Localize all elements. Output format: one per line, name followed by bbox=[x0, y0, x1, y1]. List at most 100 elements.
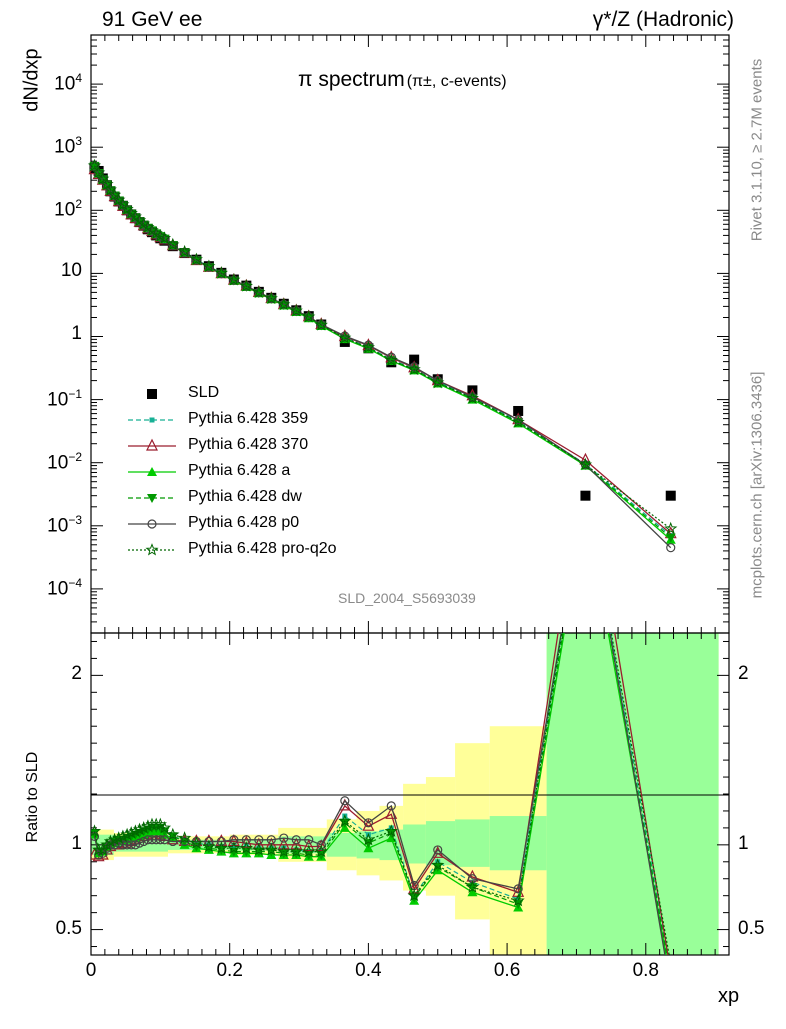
data-point bbox=[513, 405, 524, 416]
ratio-point bbox=[431, 858, 445, 871]
x-tick-label: 0.8 bbox=[632, 960, 659, 981]
ratio-y-tick-label-left: 2 bbox=[71, 663, 82, 685]
ratio-series-line bbox=[93, 633, 666, 955]
mc-point bbox=[254, 287, 264, 297]
ratio-series-line bbox=[93, 633, 668, 955]
main-plot-frame bbox=[90, 34, 730, 634]
legend-entry-label: Pythia 6.428 p0 bbox=[188, 514, 300, 531]
mc-point bbox=[277, 297, 291, 311]
legend-marker bbox=[147, 519, 157, 529]
ratio-point bbox=[388, 825, 394, 831]
mc-point bbox=[107, 188, 122, 201]
ratio-point bbox=[103, 834, 117, 848]
mc-point bbox=[168, 241, 178, 251]
legend-entry-label: Pythia 6.428 359 bbox=[188, 410, 309, 427]
main-y-tick-label: 10 bbox=[60, 260, 82, 282]
ratio-point bbox=[128, 824, 142, 837]
ratio-y-tick-label-right: 2 bbox=[738, 663, 749, 685]
mc-point bbox=[665, 533, 676, 543]
ratio-point bbox=[289, 844, 303, 858]
legend-markers bbox=[128, 389, 176, 556]
ratio-point bbox=[513, 884, 523, 894]
mc-point bbox=[103, 182, 117, 196]
ratio-point bbox=[216, 836, 226, 847]
ratio-point bbox=[302, 844, 316, 858]
band-inner-9 bbox=[425, 821, 456, 866]
ratio-point bbox=[465, 880, 479, 893]
ratio-point bbox=[120, 827, 134, 841]
main-series-line bbox=[93, 165, 672, 539]
legend-marker bbox=[146, 438, 158, 451]
header-right-label: γ*/Z (Hadronic) bbox=[592, 8, 734, 31]
mc-point bbox=[666, 543, 676, 553]
ratio-point bbox=[315, 839, 328, 852]
rivet-version-label: Rivet 3.1.10, ≥ 2.7M events bbox=[748, 58, 766, 242]
band-inner-5 bbox=[326, 832, 357, 857]
ratio-point bbox=[112, 831, 126, 844]
mc-point bbox=[229, 275, 239, 285]
ratio-point bbox=[511, 893, 525, 907]
mc-point bbox=[87, 158, 102, 172]
ratio-point bbox=[100, 837, 114, 851]
mc-point bbox=[431, 375, 445, 389]
ratio-point bbox=[361, 832, 375, 846]
ratio-point bbox=[281, 845, 287, 851]
main-y-label-text: dN/dxp bbox=[20, 48, 43, 112]
mc-point bbox=[191, 255, 202, 265]
band-inner-11 bbox=[489, 816, 547, 871]
legend-entry-label: Pythia 6.428 dw bbox=[188, 488, 302, 505]
mc-point bbox=[465, 391, 479, 404]
ratio-y-axis-label: Ratio to SLD bbox=[24, 752, 42, 843]
legend-marker bbox=[147, 467, 157, 476]
main-y-tick-label: 10−2 bbox=[47, 449, 82, 474]
mc-point bbox=[157, 231, 172, 244]
mcplots-label: mcplots.cern.ch [arXiv:1306.3436] bbox=[748, 371, 766, 599]
mc-point bbox=[252, 285, 266, 298]
ratio-point bbox=[340, 796, 350, 806]
mc-point bbox=[92, 165, 106, 179]
legend-marker bbox=[149, 417, 155, 423]
ratio-y-tick-label-left: 0.5 bbox=[55, 917, 82, 939]
ratio-point bbox=[231, 844, 237, 850]
mc-point bbox=[384, 353, 398, 366]
mc-point bbox=[178, 244, 192, 258]
mc-point bbox=[189, 252, 203, 266]
mc-point bbox=[664, 521, 678, 535]
ratio-point bbox=[435, 859, 441, 865]
data-point bbox=[665, 490, 676, 501]
mc-point bbox=[96, 171, 110, 185]
mc-point bbox=[407, 362, 421, 376]
mc-point bbox=[180, 248, 190, 258]
legend-marker-data bbox=[147, 389, 157, 399]
ratio-point bbox=[107, 832, 122, 846]
mc-point bbox=[289, 303, 303, 317]
mc-point bbox=[302, 309, 316, 323]
ratio-point bbox=[91, 824, 102, 837]
mc-point bbox=[100, 177, 114, 191]
ratio-point bbox=[316, 840, 326, 850]
ratio-point bbox=[126, 840, 136, 850]
mc-point bbox=[204, 262, 214, 272]
ratio-point bbox=[132, 822, 147, 836]
main-series-line bbox=[94, 169, 672, 535]
ratio-point bbox=[227, 841, 241, 854]
ratio-point bbox=[291, 835, 301, 845]
ratio-point bbox=[363, 818, 373, 828]
main-series-line bbox=[93, 165, 672, 530]
plot-title-main: π spectrum bbox=[298, 68, 405, 91]
ratio-point bbox=[277, 837, 290, 850]
mc-point bbox=[578, 457, 593, 471]
ratio-series-curves bbox=[91, 633, 670, 955]
main-series-6 bbox=[87, 158, 678, 535]
ratio-point bbox=[279, 833, 289, 843]
header-left-label: 91 GeV ee bbox=[102, 8, 203, 31]
x-tick-label: 0.2 bbox=[216, 960, 243, 981]
ratio-point bbox=[386, 801, 396, 811]
ratio-point bbox=[141, 819, 155, 832]
band-inner-3 bbox=[229, 838, 279, 851]
data-point bbox=[409, 354, 420, 365]
ratio-point bbox=[204, 836, 214, 847]
x-tick-label: 0.6 bbox=[493, 960, 521, 981]
band-inner-10 bbox=[455, 819, 490, 867]
